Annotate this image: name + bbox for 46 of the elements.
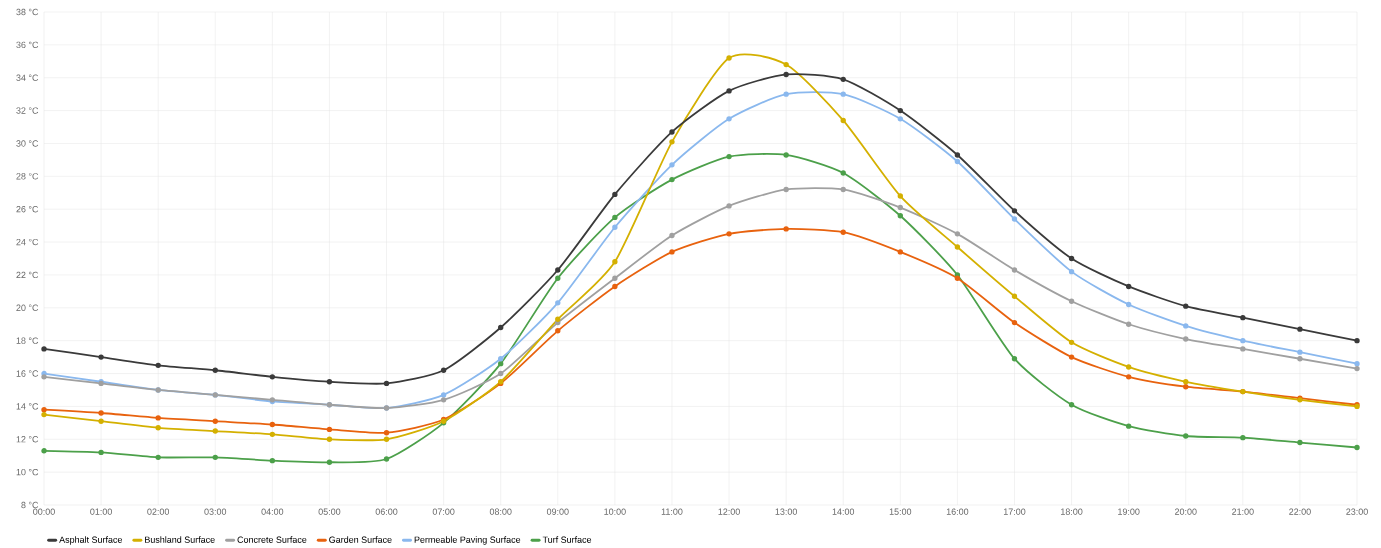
y-tick-label: 36 °C xyxy=(16,41,39,48)
y-tick-label: 34 °C xyxy=(16,74,39,81)
x-tick-label: 17:00 xyxy=(1003,508,1026,515)
y-tick-label: 32 °C xyxy=(16,107,39,114)
legend-label: Concrete Surface xyxy=(237,536,307,543)
legend-label: Bushland Surface xyxy=(145,536,215,543)
y-tick-label: 14 °C xyxy=(16,403,39,410)
x-tick-label: 10:00 xyxy=(604,508,626,515)
legend-label: Garden Surface xyxy=(329,536,392,543)
y-tick-label: 16 °C xyxy=(16,370,39,377)
x-tick-label: 13:00 xyxy=(775,508,798,515)
y-tick-label: 18 °C xyxy=(16,337,39,344)
x-tick-label: 01:00 xyxy=(90,508,112,515)
x-tick-label: 12:00 xyxy=(718,508,740,515)
y-tick-label: 24 °C xyxy=(16,238,39,246)
x-tick-label: 06:00 xyxy=(375,508,398,515)
x-tick-label: 22:00 xyxy=(1289,508,1311,515)
x-tick-label: 05:00 xyxy=(318,508,341,515)
x-tick-label: 19:00 xyxy=(1118,508,1140,515)
y-tick-label: 38 °C xyxy=(16,8,39,16)
y-tick-label: 30 °C xyxy=(16,140,39,147)
x-tick-label: 23:00 xyxy=(1346,508,1368,515)
y-tick-label: 26 °C xyxy=(16,205,39,213)
y-tick-label: 8 °C xyxy=(21,501,39,509)
legend-label: Permeable Paving Surface xyxy=(414,536,521,545)
x-tick-label: 08:00 xyxy=(489,508,512,515)
x-tick-label: 00:00 xyxy=(33,508,55,515)
x-tick-label: 15:00 xyxy=(889,508,912,515)
x-tick-label: 09:00 xyxy=(546,508,569,515)
y-tick-label: 22 °C xyxy=(16,271,39,278)
x-tick-label: 18:00 xyxy=(1061,508,1083,515)
x-tick-label: 03:00 xyxy=(204,508,227,515)
y-tick-label: 12 °C xyxy=(16,435,39,443)
x-tick-label: 11:00 xyxy=(661,508,683,515)
x-tick-label: 16:00 xyxy=(946,508,969,515)
x-tick-label: 14:00 xyxy=(832,508,855,515)
legend-label: Turf Surface xyxy=(542,536,592,543)
x-tick-label: 04:00 xyxy=(261,508,284,515)
y-tick-label: 28 °C xyxy=(16,173,39,180)
legend-label: Asphalt Surface xyxy=(59,536,123,545)
x-tick-label: 20:00 xyxy=(1174,508,1197,515)
x-tick-label: 07:00 xyxy=(432,508,455,515)
y-tick-label: 20 °C xyxy=(16,304,39,311)
x-tick-label: 21:00 xyxy=(1232,508,1254,515)
y-tick-label: 10 °C xyxy=(16,468,39,476)
x-tick-label: 02:00 xyxy=(147,508,170,515)
